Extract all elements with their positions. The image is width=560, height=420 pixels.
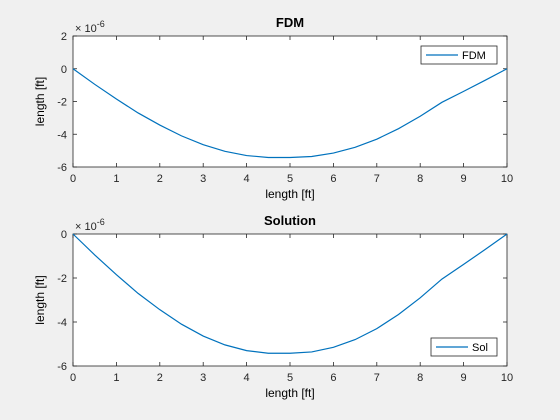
chart-0-x-tick-label: 4 — [244, 173, 250, 185]
chart-0-x-tick-label: 5 — [287, 173, 293, 185]
chart-0-y-axis-label: length [ft] — [33, 77, 47, 126]
chart-0-x-tick-label: 10 — [501, 173, 513, 185]
chart-1-x-tick-label: 4 — [244, 372, 250, 384]
chart-1-title: Solution — [264, 213, 316, 228]
chart-1-y-tick-label: 0 — [61, 229, 67, 241]
chart-0-x-tick-label: 1 — [113, 173, 119, 185]
chart-0-y-tick-label: 0 — [61, 64, 67, 76]
chart-1-x-tick-label: 9 — [461, 372, 467, 384]
chart-1-y-exponent: × 10-6 — [75, 217, 105, 233]
chart-1: 0 1 2 3 4 5 6 7 8 9 10 -6 -4 -2 0 × 10-6 Solution length … — [33, 213, 513, 400]
chart-0-title: FDM — [276, 15, 304, 30]
chart-1-x-tick-label: 0 — [70, 372, 76, 384]
chart-0-legend: FDM — [420, 45, 498, 65]
chart-1-x-tick-label: 3 — [200, 372, 206, 384]
chart-1-x-tick-label: 7 — [374, 372, 380, 384]
chart-0-series-line-0 — [72, 68, 508, 159]
chart-1-legend-label: Sol — [472, 342, 488, 354]
chart-0-y-tick-label: 2 — [61, 31, 67, 43]
chart-0-x-tick-label: 0 — [70, 173, 76, 185]
chart-1-x-tick-label: 2 — [157, 372, 163, 384]
chart-0-x-tick-label: 9 — [461, 173, 467, 185]
chart-1-x-tick-label: 10 — [501, 372, 513, 384]
chart-1-x-tick-label: 1 — [113, 372, 119, 384]
chart-1-x-tick-label: 8 — [417, 372, 423, 384]
chart-1-legend: Sol — [430, 337, 498, 357]
chart-0-x-tick-label: 6 — [330, 173, 336, 185]
chart-0-y-tick-label: -2 — [57, 97, 67, 109]
chart-1-series-line-0 — [72, 233, 508, 354]
chart-1-y-axis-label: length [ft] — [33, 275, 47, 324]
chart-0-x-axis-label: length [ft] — [265, 187, 314, 201]
chart-0-y-tick-label: -6 — [57, 162, 67, 174]
chart-0-y-exponent: × 10-6 — [75, 19, 105, 35]
chart-0-legend-label: FDM — [462, 50, 486, 62]
chart-1-x-tick-label: 6 — [330, 372, 336, 384]
chart-0-x-tick-label: 2 — [157, 173, 163, 185]
chart-0-legend-box — [420, 45, 498, 65]
chart-1-y-tick-label: -2 — [57, 273, 67, 285]
chart-1-x-axis-label: length [ft] — [265, 386, 314, 400]
chart-1-y-tick-label: -6 — [57, 361, 67, 373]
chart-0-x-tick-label: 7 — [374, 173, 380, 185]
chart-0-x-tick-label: 8 — [417, 173, 423, 185]
chart-0: 0 1 2 3 4 5 6 7 8 9 10 -6 -4 -2 0 2 × 10-6 FDM length [ft]… — [33, 15, 513, 201]
chart-0-y-tick-label: -4 — [57, 129, 67, 141]
chart-0-x-tick-label: 3 — [200, 173, 206, 185]
chart-1-x-tick-label: 5 — [287, 372, 293, 384]
chart-1-y-tick-label: -4 — [57, 317, 67, 329]
